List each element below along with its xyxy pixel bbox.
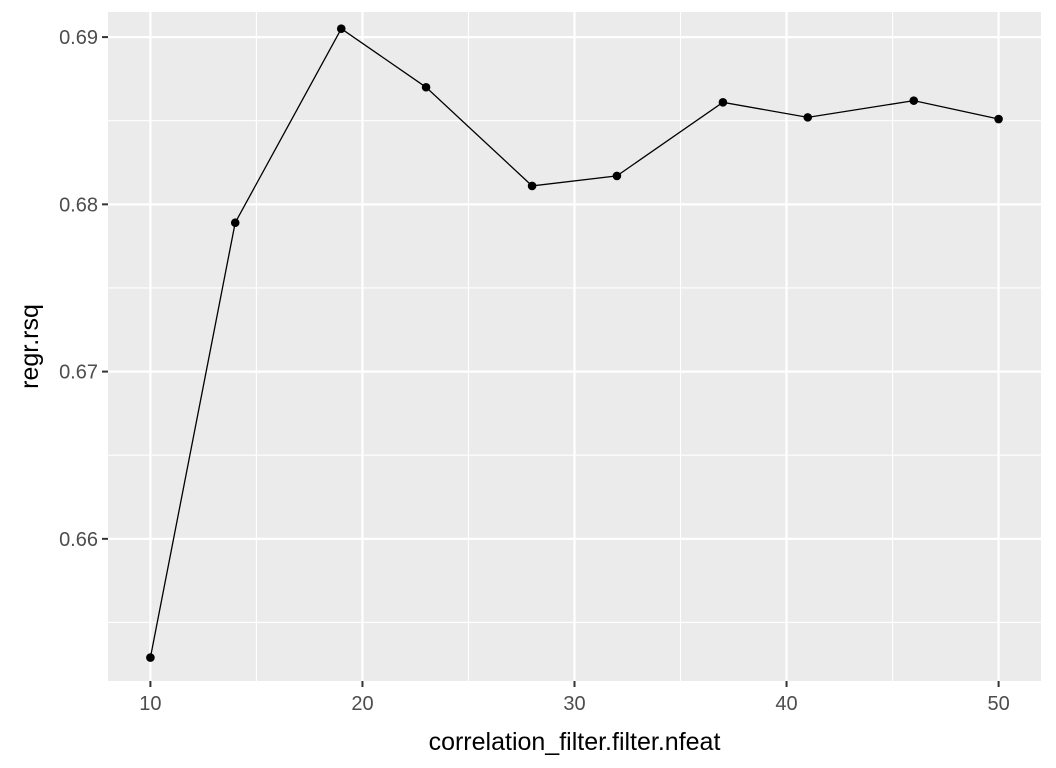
- data-point: [421, 82, 431, 92]
- data-point: [527, 181, 537, 191]
- data-point: [718, 98, 728, 107]
- major-gridlines: [108, 12, 1041, 681]
- data-point: [146, 653, 155, 662]
- x-tick-label: 30: [563, 693, 585, 715]
- x-tick-label: 20: [351, 693, 373, 715]
- data-point: [994, 114, 1003, 124]
- x-axis-title: correlation_filter.filter.nfeat: [429, 728, 721, 756]
- y-tick-label: 0.68: [59, 194, 98, 216]
- y-tick-label: 0.66: [59, 529, 98, 551]
- x-tick-label: 40: [775, 693, 797, 715]
- x-tick-label: 10: [139, 693, 161, 715]
- data-point: [612, 171, 622, 181]
- data-point: [803, 113, 813, 122]
- data-point: [909, 96, 919, 105]
- data-point: [336, 24, 346, 34]
- x-tick-label: 50: [987, 693, 1009, 715]
- tick-labels: 10 20 30 40 50 0.66 0.67 0.68 0.69: [59, 27, 1010, 715]
- data-point: [230, 218, 240, 228]
- y-tick-label: 0.69: [59, 27, 98, 49]
- y-axis-title: regr.rsq: [16, 304, 44, 389]
- y-tick-label: 0.67: [59, 362, 98, 384]
- axis-ticks: [102, 36, 1000, 687]
- series-line: [149, 27, 999, 658]
- series: [146, 24, 1003, 662]
